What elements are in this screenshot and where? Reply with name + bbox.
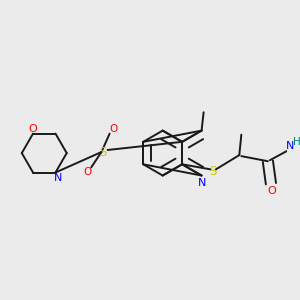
Text: S: S bbox=[209, 165, 216, 178]
Text: O: O bbox=[29, 124, 38, 134]
Text: N: N bbox=[197, 178, 206, 188]
Text: S: S bbox=[99, 146, 106, 158]
Text: H: H bbox=[292, 137, 300, 147]
Text: O: O bbox=[83, 167, 91, 178]
Text: N: N bbox=[286, 141, 295, 151]
Text: N: N bbox=[54, 172, 63, 183]
Text: O: O bbox=[268, 186, 276, 196]
Text: O: O bbox=[110, 124, 118, 134]
